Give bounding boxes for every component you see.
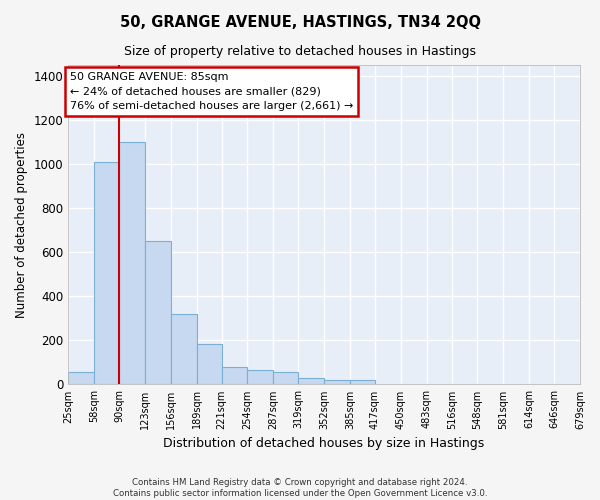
Bar (94, 162, 119, 384)
Bar (350, 380, 375, 384)
Bar (324, 380, 350, 384)
Text: 50, GRANGE AVENUE, HASTINGS, TN34 2QQ: 50, GRANGE AVENUE, HASTINGS, TN34 2QQ (119, 15, 481, 30)
Bar (221, 367, 247, 384)
Y-axis label: Number of detached properties: Number of detached properties (15, 132, 28, 318)
X-axis label: Distribution of detached houses by size in Hastings: Distribution of detached houses by size … (163, 437, 485, 450)
Bar (273, 372, 298, 384)
Bar (197, 344, 221, 384)
Bar (119, 142, 145, 384)
Text: Contains HM Land Registry data © Crown copyright and database right 2024.
Contai: Contains HM Land Registry data © Crown c… (113, 478, 487, 498)
Bar (247, 370, 273, 384)
Bar (145, 241, 170, 384)
Bar (170, 314, 197, 384)
Text: Size of property relative to detached houses in Hastings: Size of property relative to detached ho… (124, 45, 476, 58)
Text: 50 GRANGE AVENUE: 85sqm
← 24% of detached houses are smaller (829)
76% of semi-d: 50 GRANGE AVENUE: 85sqm ← 24% of detache… (70, 72, 353, 111)
Bar (68, 372, 94, 384)
Bar (298, 378, 324, 384)
